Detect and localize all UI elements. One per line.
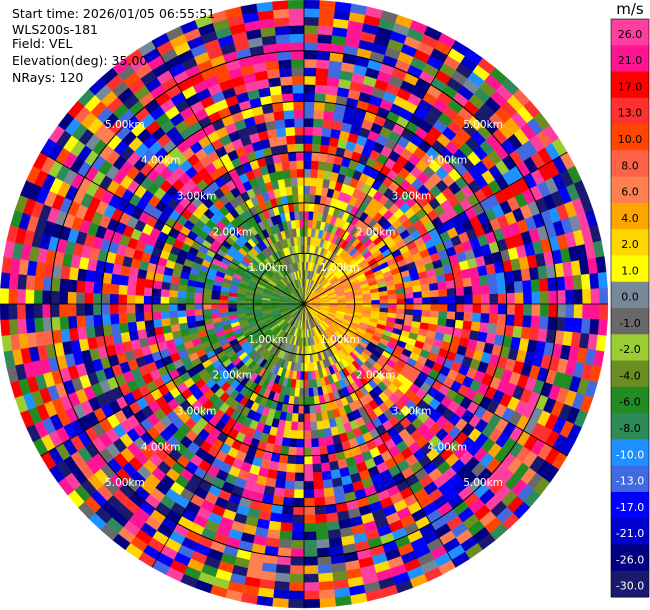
colorbar-tick-label: -2.0 <box>619 343 640 356</box>
colorbar-tick-label: -4.0 <box>619 370 640 383</box>
nrays-label: NRays: 120 <box>12 70 84 85</box>
colorbar-tick-label: 10.0 <box>618 133 643 146</box>
colorbar-tick-label: 6.0 <box>621 186 639 199</box>
colorbar-tick-label: 4.0 <box>621 212 639 225</box>
instrument-label: WLS200s-181 <box>12 22 98 37</box>
colorbar-tick-label: -21.0 <box>616 527 644 540</box>
colorbar-tick-label: 21.0 <box>618 54 643 67</box>
colorbar-tick-label: 1.0 <box>621 264 639 277</box>
start-time-label: Start time: 2026/01/05 06:55:51 <box>12 6 216 21</box>
colorbar-tick-label: -8.0 <box>619 422 640 435</box>
colorbar-tick-label: 17.0 <box>618 81 643 94</box>
colorbar-tick-label: -26.0 <box>616 553 644 566</box>
colorbar-tick-label: 2.0 <box>621 238 639 251</box>
colorbar-tick-label: -6.0 <box>619 396 640 409</box>
colorbar-unit-label: m/s <box>616 0 644 18</box>
colorbar-tick-label: 26.0 <box>618 28 643 41</box>
colorbar-tick-label: 0.0 <box>621 291 639 304</box>
colorbar-tick-label: -1.0 <box>619 317 640 330</box>
colorbar-tick-label: 8.0 <box>621 159 639 172</box>
colorbar-tick-label: -13.0 <box>616 475 644 488</box>
colorbar-tick-label: 13.0 <box>618 107 643 120</box>
colorbar-tick-label: -30.0 <box>616 580 644 593</box>
colorbar-tick-label: -10.0 <box>616 448 644 461</box>
field-label: Field: VEL <box>12 36 73 51</box>
colorbar-tick-label: -17.0 <box>616 501 644 514</box>
elevation-label: Elevation(deg): 35.00 <box>12 53 148 68</box>
